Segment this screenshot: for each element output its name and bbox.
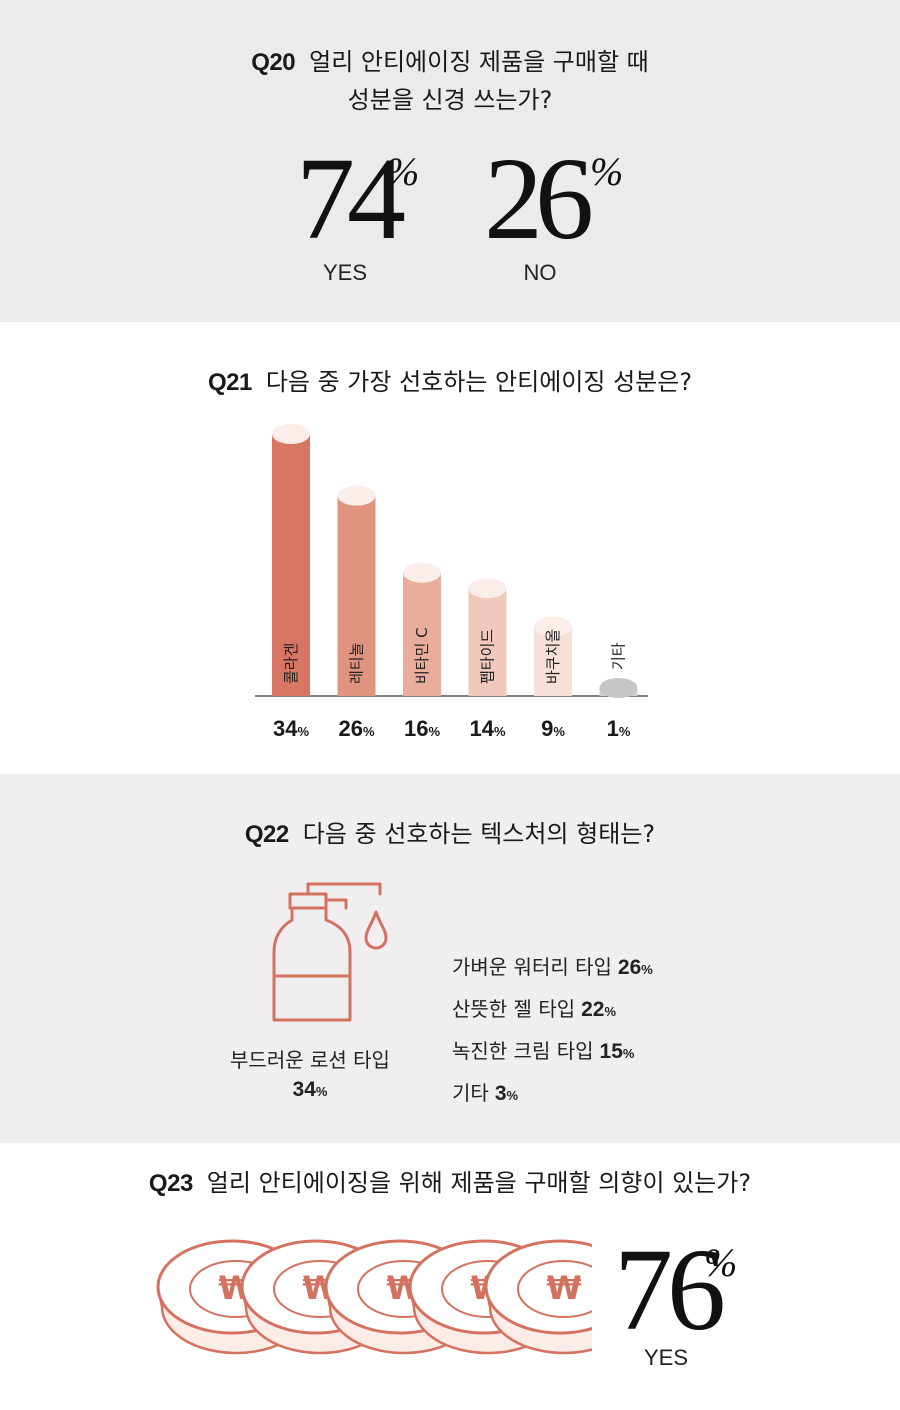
q20-no-value: 26 — [484, 133, 594, 264]
texture-item-value: 15 — [599, 1040, 623, 1063]
bar-body — [337, 495, 376, 696]
bar-value-number: 26 — [338, 716, 363, 741]
bar-cap — [272, 424, 310, 444]
lotion-type-number: 34 — [292, 1078, 316, 1101]
bar-value-pct: % — [428, 724, 441, 739]
q20-yes-value: 74 — [296, 133, 406, 264]
bar-value-pct: % — [553, 724, 565, 739]
q20-no-label: NO — [523, 260, 557, 285]
bar-value-number: 1 — [606, 716, 619, 741]
bar: 콜라겐 — [272, 424, 310, 696]
coin-stack-illustration: ₩₩₩₩₩ — [156, 1239, 592, 1355]
q20-title-line2: 성분을 신경 쓰는가? — [347, 86, 553, 114]
coin-face — [484, 1239, 592, 1335]
texture-item-pct: % — [506, 1088, 519, 1103]
bar: 레티놀 — [337, 485, 376, 696]
texture-item-label: 녹진한 크림 타입 — [452, 1039, 594, 1063]
bar: 기타 — [599, 642, 638, 698]
texture-item: 녹진한 크림 타입 15% — [452, 1037, 634, 1068]
q21-title-text: 다음 중 가장 선호하는 안티에이징 성분은? — [265, 368, 693, 396]
q21-title: Q21 다음 중 가장 선호하는 안티에이징 성분은? — [0, 362, 900, 403]
bar-body — [403, 572, 441, 696]
ingredient-bar-chart: 콜라겐 레티놀 비타민 C 펩타이드 바쿠치올 기타 — [255, 424, 648, 698]
bar: 바쿠치올 — [534, 616, 572, 696]
q20-no-percent: % — [590, 149, 624, 194]
q20-title-line1: Q20 얼리 안티에이징 제품을 구매할 때 — [0, 42, 900, 83]
lotion-type-pct: % — [315, 1084, 328, 1099]
bar-body — [272, 434, 310, 696]
texture-item-pct: % — [622, 1046, 635, 1061]
bar-value-label: 1% — [579, 716, 659, 742]
texture-item-label: 가벼운 워터리 타입 — [452, 955, 612, 979]
bar-category-label: 비타민 C — [413, 627, 431, 684]
bar-value-label: 9% — [513, 716, 593, 742]
texture-item-pct: % — [604, 1004, 617, 1019]
texture-item: 가벼운 워터리 타입 26% — [452, 953, 653, 984]
bar: 비타민 C — [403, 562, 441, 696]
q21-number: Q21 — [207, 369, 252, 396]
bar-cap — [599, 678, 638, 698]
bar: 펩타이드 — [468, 578, 507, 696]
lotion-pump-bottle-icon — [272, 882, 388, 1022]
q23-title: Q23 얼리 안티에이징을 위해 제품을 구매할 의향이 있는가? — [0, 1163, 900, 1204]
bar-value-number: 14 — [469, 716, 494, 741]
q20-number: Q20 — [251, 49, 296, 76]
bar-value-number: 16 — [403, 716, 429, 741]
q23-percent: % — [704, 1240, 738, 1285]
bar-value-label: 16% — [382, 716, 462, 742]
bar-value-number: 34 — [272, 716, 298, 741]
bar-cap — [534, 616, 572, 637]
q20-section: Q20 얼리 안티에이징 제품을 구매할 때 성분을 신경 쓰는가? 74 % Y… — [0, 0, 900, 322]
texture-item-label: 산뜻한 젤 타입 — [452, 997, 576, 1021]
bar-category-label: 바쿠치올 — [544, 629, 562, 684]
texture-item-value: 22 — [581, 998, 605, 1021]
bar-category-label: 콜라겐 — [282, 643, 300, 684]
won-symbol: ₩ — [546, 1269, 581, 1307]
bar-value-pct: % — [493, 724, 506, 739]
bar-value-label: 14% — [448, 716, 528, 742]
q20-yes-percent: % — [386, 149, 420, 194]
bar-value-pct: % — [297, 724, 310, 739]
q22-section: Q22 다음 중 선호하는 텍스처의 형태는? 부드러운 로션 타입 34% 가벼… — [0, 774, 900, 1143]
texture-item: 산뜻한 젤 타입 22% — [452, 995, 616, 1026]
q23-number: Q23 — [148, 1170, 193, 1197]
q23-section: Q23 얼리 안티에이징을 위해 제품을 구매할 의향이 있는가? ₩₩₩₩₩ 7… — [0, 1143, 900, 1410]
q20-yes-label: YES — [322, 260, 368, 285]
q22-number: Q22 — [244, 821, 289, 848]
q20-title-text: 얼리 안티에이징 제품을 구매할 때 — [309, 48, 649, 76]
bar-value-number: 9 — [541, 716, 554, 741]
texture-item: 기타 3% — [452, 1079, 518, 1110]
bar-cap — [468, 578, 507, 599]
lotion-type-label: 부드러운 로션 타입 — [230, 1048, 390, 1072]
q22-title: Q22 다음 중 선호하는 텍스처의 형태는? — [0, 814, 900, 855]
texture-item-pct: % — [641, 962, 653, 977]
bar-category-label: 기타 — [610, 642, 628, 670]
bar-category-label: 펩타이드 — [479, 629, 497, 684]
q23-title-text: 얼리 안티에이징을 위해 제품을 구매할 의향이 있는가? — [206, 1169, 752, 1197]
texture-item-value: 26 — [617, 956, 642, 979]
bar-body — [534, 626, 572, 696]
lotion-type-value: 34% — [200, 1078, 420, 1102]
texture-item-label: 기타 — [452, 1081, 489, 1105]
bar-value-label: 34% — [251, 716, 331, 742]
q21-section: Q21 다음 중 가장 선호하는 안티에이징 성분은? 콜라겐 레티놀 비타민 C 펩타… — [0, 322, 900, 774]
bar-body — [468, 588, 507, 696]
bar-cap — [337, 485, 376, 506]
coin-inner-ring — [517, 1260, 592, 1318]
coin-icon: ₩ — [484, 1239, 592, 1355]
q23-label: YES — [643, 1345, 689, 1370]
bar-value-pct: % — [362, 724, 375, 739]
texture-item-value: 3 — [494, 1082, 507, 1105]
q22-title-text: 다음 중 선호하는 텍스처의 형태는? — [302, 820, 656, 848]
bar-value-label: 26% — [317, 716, 397, 742]
bar-cap — [403, 562, 441, 583]
q23-value: 76 — [614, 1224, 726, 1355]
bar-value-pct: % — [618, 724, 631, 739]
bar-category-label: 레티놀 — [348, 642, 366, 684]
